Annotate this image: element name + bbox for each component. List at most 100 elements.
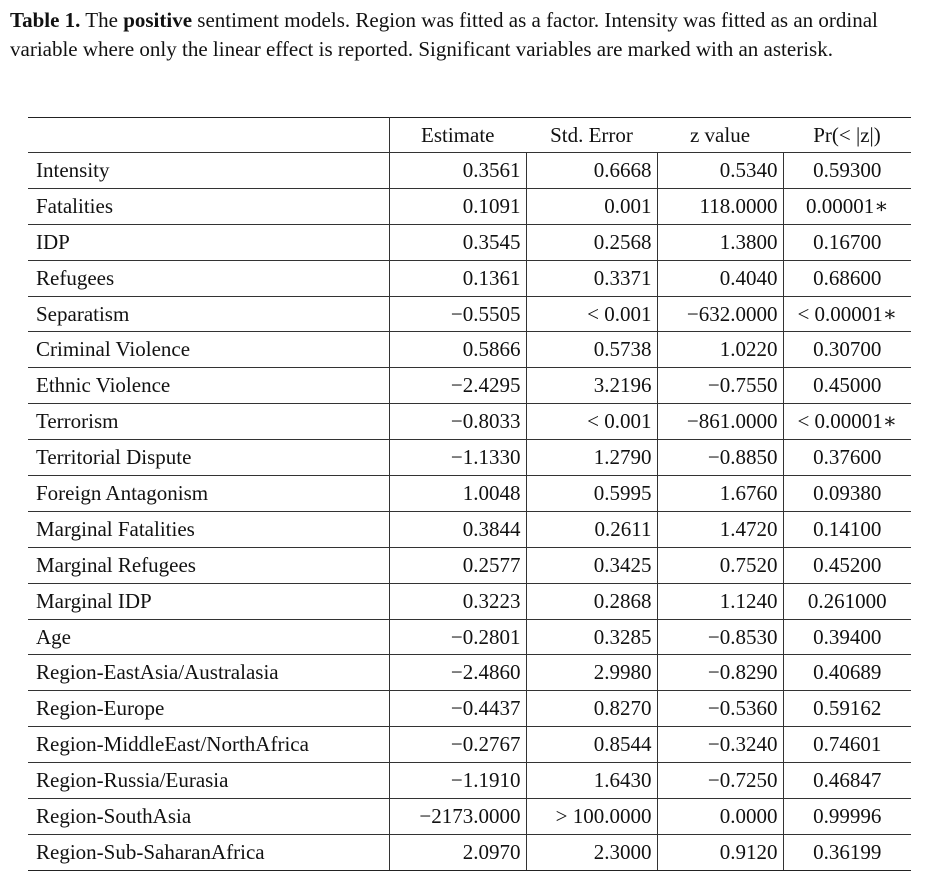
header-estimate: Estimate: [389, 117, 526, 153]
p-value-cell: 0.36199: [783, 833, 911, 871]
table-row: Terrorism −0.8033 < 0.001 −861.0000 < 0.0000…: [28, 403, 911, 440]
z-value-cell: −0.5360: [657, 690, 784, 727]
estimate-cell: −2173.0000: [389, 798, 527, 835]
p-value-cell: 0.99996: [783, 798, 911, 835]
estimate-cell: 0.5866: [389, 331, 527, 368]
p-value-cell: 0.14100: [783, 510, 911, 548]
table-row: Territorial Dispute −1.1330 1.2790 −0.8850 0…: [28, 439, 911, 476]
estimate-cell: 0.3223: [389, 582, 527, 620]
std-error-cell: 0.3371: [526, 259, 658, 297]
std-error-cell: 0.001: [526, 187, 658, 225]
estimate-cell: −0.5505: [389, 295, 527, 332]
variable-cell: Marginal IDP: [28, 582, 390, 620]
estimate-cell: −0.2767: [389, 726, 527, 763]
table-row: Age −0.2801 0.3285 −0.8530 0.39400: [28, 618, 911, 655]
variable-cell: IDP: [28, 223, 390, 261]
p-value-cell: < 0.00001∗: [783, 403, 911, 440]
estimate-cell: 1.0048: [389, 475, 527, 512]
estimate-cell: −1.1330: [389, 439, 527, 476]
std-error-cell: 0.5738: [526, 331, 658, 368]
caption-emphasis: positive: [123, 8, 193, 32]
estimate-cell: −2.4860: [389, 654, 527, 691]
table-row: Refugees 0.1361 0.3371 0.4040 0.68600: [28, 259, 911, 297]
table-caption: Table 1. The positive sentiment models. …: [10, 6, 938, 64]
p-value-cell: 0.59300: [783, 152, 911, 189]
variable-cell: Marginal Fatalities: [28, 510, 390, 548]
std-error-cell: < 0.001: [526, 403, 658, 440]
table-row: Marginal Fatalities 0.3844 0.2611 1.4720 0.1…: [28, 510, 911, 548]
std-error-cell: 2.3000: [526, 833, 658, 871]
p-value-cell: < 0.00001∗: [783, 295, 911, 332]
estimate-cell: 0.3561: [389, 152, 527, 189]
table-row: Intensity 0.3561 0.6668 0.5340 0.59300: [28, 152, 911, 189]
std-error-cell: 0.3425: [526, 546, 658, 584]
p-value-cell: 0.45000: [783, 367, 911, 404]
header-p-value: Pr(< |z|): [783, 117, 911, 153]
variable-cell: Region-SouthAsia: [28, 798, 390, 835]
table-row: Separatism −0.5505 < 0.001 −632.0000 < 0.000…: [28, 295, 911, 332]
variable-cell: Terrorism: [28, 403, 390, 440]
std-error-cell: 3.2196: [526, 367, 658, 404]
variable-cell: Region-Sub-SaharanAfrica: [28, 833, 390, 871]
variable-cell: Foreign Antagonism: [28, 475, 390, 512]
variable-cell: Region-MiddleEast/NorthAfrica: [28, 726, 390, 763]
estimate-cell: −0.2801: [389, 618, 527, 655]
variable-cell: Criminal Violence: [28, 331, 390, 368]
table-row: Region-Europe −0.4437 0.8270 −0.5360 0.59162: [28, 690, 911, 727]
estimate-cell: 0.1361: [389, 259, 527, 297]
std-error-cell: 0.3285: [526, 618, 658, 655]
header-z-value: z value: [657, 117, 783, 153]
variable-cell: Intensity: [28, 152, 390, 189]
estimate-cell: −0.8033: [389, 403, 527, 440]
std-error-cell: 0.8544: [526, 726, 658, 763]
p-value-cell: 0.45200: [783, 546, 911, 584]
z-value-cell: −0.7550: [657, 367, 784, 404]
z-value-cell: −632.0000: [657, 295, 784, 332]
estimate-cell: −1.1910: [389, 762, 527, 799]
caption-text-before: The: [80, 8, 124, 32]
z-value-cell: 0.4040: [657, 259, 784, 297]
table-row: Foreign Antagonism 1.0048 0.5995 1.6760 0.09…: [28, 475, 911, 512]
std-error-cell: 0.8270: [526, 690, 658, 727]
std-error-cell: 0.2611: [526, 510, 658, 548]
header-variable: [28, 117, 390, 153]
z-value-cell: 118.0000: [657, 187, 784, 225]
estimate-cell: 0.2577: [389, 546, 527, 584]
std-error-cell: < 0.001: [526, 295, 658, 332]
table-header-row: Estimate Std. Error z value Pr(< |z|): [28, 117, 911, 153]
p-value-cell: 0.39400: [783, 618, 911, 655]
p-value-cell: 0.40689: [783, 654, 911, 691]
z-value-cell: 1.4720: [657, 510, 784, 548]
std-error-cell: 0.6668: [526, 152, 658, 189]
std-error-cell: 1.6430: [526, 762, 658, 799]
variable-cell: Marginal Refugees: [28, 546, 390, 584]
p-value-cell: 0.37600: [783, 439, 911, 476]
table-row: Marginal Refugees 0.2577 0.3425 0.7520 0.452…: [28, 546, 911, 584]
p-value-cell: 0.30700: [783, 331, 911, 368]
std-error-cell: > 100.0000: [526, 798, 658, 835]
table-row: Region-Russia/Eurasia −1.1910 1.6430 −0.725…: [28, 762, 911, 799]
estimate-cell: 0.1091: [389, 187, 527, 225]
z-value-cell: 1.0220: [657, 331, 784, 368]
estimate-cell: 0.3545: [389, 223, 527, 261]
table-row: Fatalities 0.1091 0.001 118.0000 0.00001∗: [28, 187, 911, 225]
header-std-error: Std. Error: [526, 117, 657, 153]
z-value-cell: −861.0000: [657, 403, 784, 440]
p-value-cell: 0.46847: [783, 762, 911, 799]
variable-cell: Territorial Dispute: [28, 439, 390, 476]
z-value-cell: 0.9120: [657, 833, 784, 871]
table-row: Region-SouthAsia −2173.0000 > 100.0000 0.00…: [28, 798, 911, 835]
table-row: Region-EastAsia/Australasia −2.4860 2.9980…: [28, 654, 911, 691]
p-value-cell: 0.16700: [783, 223, 911, 261]
p-value-cell: 0.59162: [783, 690, 911, 727]
table-row: IDP 0.3545 0.2568 1.3800 0.16700: [28, 223, 911, 261]
results-table: Estimate Std. Error z value Pr(< |z|) In…: [28, 117, 911, 871]
estimate-cell: −0.4437: [389, 690, 527, 727]
z-value-cell: −0.8530: [657, 618, 784, 655]
estimate-cell: −2.4295: [389, 367, 527, 404]
z-value-cell: 0.5340: [657, 152, 784, 189]
estimate-cell: 2.0970: [389, 833, 527, 871]
z-value-cell: 1.6760: [657, 475, 784, 512]
variable-cell: Region-EastAsia/Australasia: [28, 654, 390, 691]
std-error-cell: 0.2868: [526, 582, 658, 620]
